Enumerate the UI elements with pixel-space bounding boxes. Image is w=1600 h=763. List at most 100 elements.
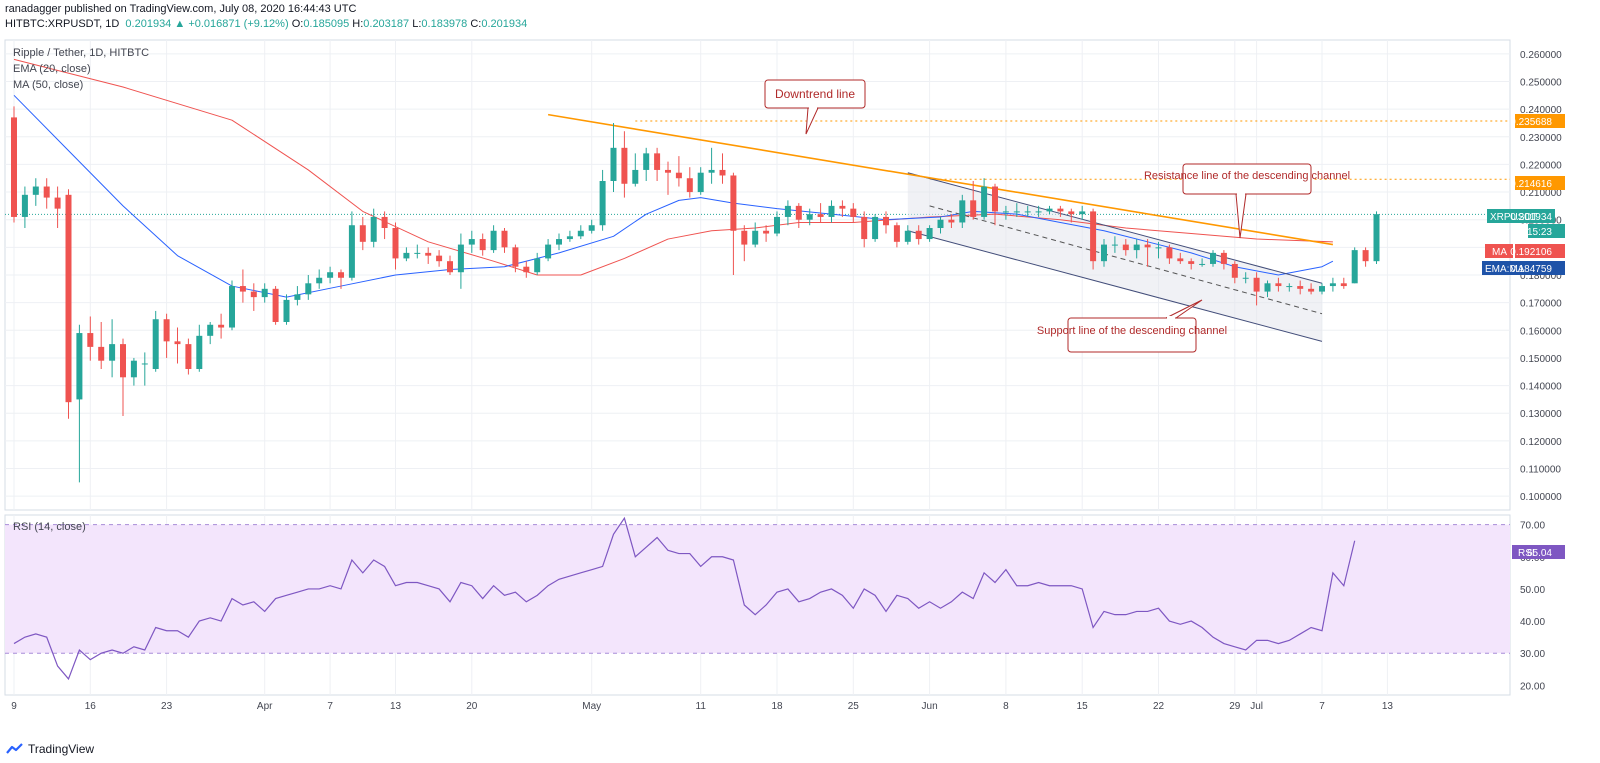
candle-body bbox=[196, 335, 203, 369]
candle bbox=[545, 239, 552, 262]
candle-body bbox=[741, 230, 748, 245]
footer-brand[interactable]: TradingView bbox=[6, 742, 94, 756]
time-axis-tick: 9 bbox=[11, 701, 17, 712]
candle-body bbox=[403, 252, 410, 259]
candle bbox=[1133, 239, 1140, 259]
candle bbox=[697, 167, 704, 195]
candle-body bbox=[1002, 211, 1009, 213]
candle-body bbox=[534, 258, 541, 273]
candle-body bbox=[1188, 261, 1195, 264]
candle bbox=[915, 225, 922, 245]
candle-body bbox=[479, 239, 486, 251]
candle-body bbox=[992, 186, 998, 212]
candle bbox=[305, 275, 312, 300]
candle-body bbox=[893, 225, 900, 242]
candle bbox=[632, 153, 639, 187]
time-axis-tick: Jul bbox=[1250, 701, 1263, 712]
candle bbox=[327, 266, 334, 284]
candle-body bbox=[468, 239, 475, 245]
candle-body bbox=[425, 252, 432, 256]
candle bbox=[806, 208, 813, 226]
candle-body bbox=[512, 247, 519, 267]
candle bbox=[1362, 247, 1369, 267]
candle bbox=[76, 324, 83, 483]
price-axis-tick: 0.150000 bbox=[1520, 354, 1562, 365]
candle bbox=[1253, 272, 1260, 306]
candle-body bbox=[861, 216, 868, 240]
candle bbox=[1308, 283, 1315, 295]
candle-body bbox=[141, 363, 148, 365]
time-axis-tick: 7 bbox=[1319, 701, 1325, 712]
support-label: Support line of the descending channel bbox=[1037, 325, 1227, 337]
candle-body bbox=[327, 272, 334, 278]
price-axis-tick: 0.210000 bbox=[1520, 188, 1562, 199]
candle bbox=[1329, 277, 1336, 292]
candle bbox=[981, 178, 988, 220]
candle-body bbox=[1308, 288, 1315, 292]
candle bbox=[43, 178, 50, 209]
candle bbox=[763, 225, 770, 242]
candle-body bbox=[457, 244, 464, 273]
candle bbox=[359, 216, 366, 251]
support-callout: Support line of the descending channel bbox=[1037, 299, 1227, 353]
price-axis-tick: 0.240000 bbox=[1520, 105, 1562, 116]
rsi-axis-tick: 40.00 bbox=[1520, 617, 1545, 628]
open-label: O: bbox=[291, 18, 304, 30]
time-axis-tick: 7 bbox=[327, 701, 333, 712]
last-price: 0.201934 bbox=[125, 18, 172, 30]
candle-body bbox=[130, 360, 137, 378]
xrpusdt-tag-value: 0.201934 bbox=[1510, 212, 1552, 223]
candle-body bbox=[447, 261, 453, 273]
candle bbox=[196, 324, 203, 372]
candle bbox=[948, 214, 955, 228]
candle bbox=[1188, 258, 1195, 270]
candle bbox=[1068, 208, 1075, 223]
candle bbox=[11, 106, 17, 223]
candle-body bbox=[1111, 244, 1118, 246]
candle bbox=[436, 250, 443, 267]
candle-body bbox=[719, 169, 726, 176]
candle-body bbox=[1340, 283, 1347, 287]
candle bbox=[1199, 258, 1206, 267]
footer-brand-label: TradingView bbox=[28, 742, 95, 756]
candle-body bbox=[675, 172, 682, 179]
candle bbox=[229, 280, 235, 331]
resistance-label: Resistance line of the descending channe… bbox=[1144, 170, 1350, 182]
candle-body bbox=[359, 225, 366, 242]
candle-body bbox=[643, 153, 650, 170]
candle-body bbox=[937, 219, 944, 228]
close-label: C: bbox=[470, 18, 482, 30]
candle-body bbox=[566, 236, 573, 240]
candle-body bbox=[174, 341, 181, 345]
candle bbox=[468, 230, 475, 253]
candle bbox=[283, 294, 290, 325]
candle-body bbox=[1013, 211, 1020, 213]
candle-body bbox=[305, 283, 312, 295]
candle bbox=[1340, 277, 1347, 289]
candle bbox=[370, 208, 377, 248]
candle bbox=[272, 286, 279, 325]
price-chart[interactable]: Downtrend line Resistance line of the de… bbox=[0, 0, 1600, 740]
price-axis-tick: 0.110000 bbox=[1520, 465, 1561, 476]
candle-body bbox=[872, 216, 879, 240]
candle bbox=[1177, 252, 1184, 264]
channel-support-line bbox=[907, 230, 1323, 342]
candle bbox=[1373, 211, 1380, 264]
candle-body bbox=[32, 186, 39, 195]
candle-body bbox=[1297, 286, 1304, 289]
candle-body bbox=[501, 230, 508, 248]
ma-tag-value: 0.192106 bbox=[1510, 247, 1552, 258]
candle-body bbox=[904, 230, 911, 242]
candle bbox=[1024, 205, 1031, 217]
candle-body bbox=[250, 291, 257, 298]
candle-body bbox=[98, 346, 105, 361]
candle bbox=[1046, 205, 1053, 215]
candle bbox=[904, 225, 911, 245]
candle bbox=[1111, 236, 1118, 253]
candle-body bbox=[1220, 252, 1227, 264]
candle bbox=[795, 203, 802, 228]
candle bbox=[1057, 205, 1064, 217]
candle bbox=[1210, 250, 1216, 267]
candle bbox=[87, 316, 94, 361]
time-axis-tick: 13 bbox=[1382, 701, 1394, 712]
